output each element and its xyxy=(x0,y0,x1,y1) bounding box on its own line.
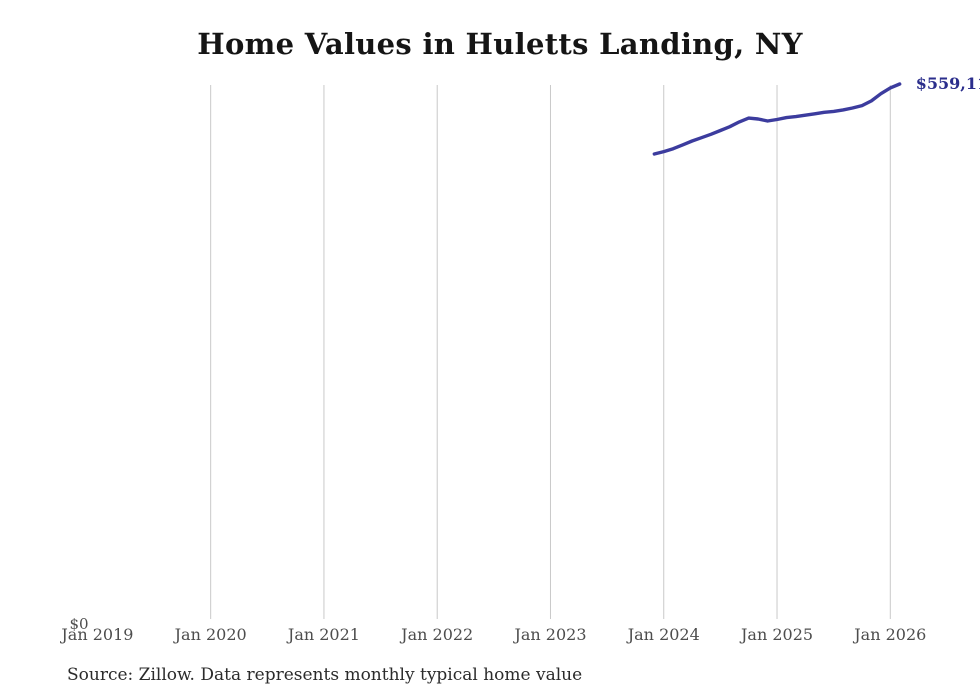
x-tick-label: Jan 2020 xyxy=(173,625,247,644)
x-tick-label: Jan 2019 xyxy=(59,625,133,644)
x-tick-label: Jan 2023 xyxy=(512,625,586,644)
source-note: Source: Zillow. Data represents monthly … xyxy=(67,665,583,685)
latest-value-label: $559,118 xyxy=(916,74,980,93)
home-value-line xyxy=(652,82,902,156)
x-tick-label: Jan 2025 xyxy=(739,625,813,644)
x-tick-label: Jan 2022 xyxy=(399,625,473,644)
x-tick-label: Jan 2021 xyxy=(286,625,360,644)
x-tick-label: Jan 2024 xyxy=(626,625,700,644)
y-axis-zero-label: $0 xyxy=(69,615,88,633)
x-tick-label: Jan 2026 xyxy=(852,625,926,644)
chart-title: Home Values in Huletts Landing, NY xyxy=(197,27,803,61)
